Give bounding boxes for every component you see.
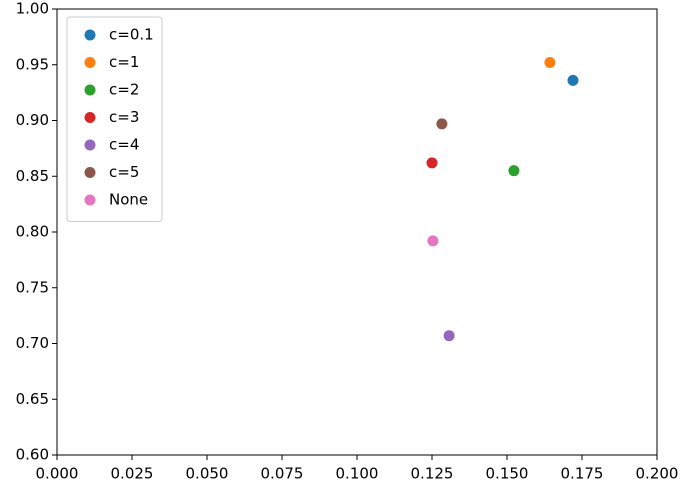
legend-marker bbox=[84, 139, 96, 151]
y-tick-label: 0.65 bbox=[16, 390, 49, 408]
legend-label: c=5 bbox=[109, 163, 139, 181]
x-tick-label: 0.200 bbox=[636, 465, 679, 483]
y-tick-label: 0.85 bbox=[16, 167, 49, 185]
point bbox=[567, 74, 579, 86]
x-tick-label: 0.000 bbox=[36, 465, 79, 483]
legend-label: c=3 bbox=[109, 108, 139, 126]
legend-marker bbox=[84, 29, 96, 41]
x-tick-label: 0.100 bbox=[336, 465, 379, 483]
x-tick-label: 0.025 bbox=[111, 465, 154, 483]
legend-label: c=4 bbox=[109, 136, 139, 154]
legend-label: None bbox=[109, 191, 148, 209]
legend-marker bbox=[84, 112, 96, 123]
point bbox=[426, 157, 438, 169]
point bbox=[436, 118, 448, 130]
legend-marker bbox=[84, 194, 96, 206]
legend-label: c=0.1 bbox=[109, 26, 154, 44]
point bbox=[443, 330, 455, 342]
y-tick-label: 1.00 bbox=[16, 0, 49, 18]
legend-marker bbox=[84, 167, 96, 178]
legend-label: c=1 bbox=[109, 53, 139, 71]
point bbox=[427, 235, 439, 247]
x-tick-label: 0.125 bbox=[411, 465, 454, 483]
y-tick-label: 0.90 bbox=[16, 111, 49, 129]
point bbox=[508, 165, 520, 177]
x-tick-label: 0.150 bbox=[486, 465, 529, 483]
x-tick-label: 0.075 bbox=[261, 465, 304, 483]
legend-label: c=2 bbox=[109, 81, 139, 99]
y-tick-label: 0.75 bbox=[16, 278, 49, 296]
legend-marker bbox=[84, 57, 96, 68]
y-tick-label: 0.95 bbox=[16, 55, 49, 73]
x-tick-label: 0.050 bbox=[186, 465, 229, 483]
y-tick-label: 0.70 bbox=[16, 334, 49, 352]
y-tick-label: 0.60 bbox=[16, 446, 49, 464]
legend-marker bbox=[84, 84, 96, 96]
point bbox=[544, 57, 556, 69]
y-tick-label: 0.80 bbox=[16, 223, 49, 241]
x-tick-label: 0.175 bbox=[561, 465, 604, 483]
